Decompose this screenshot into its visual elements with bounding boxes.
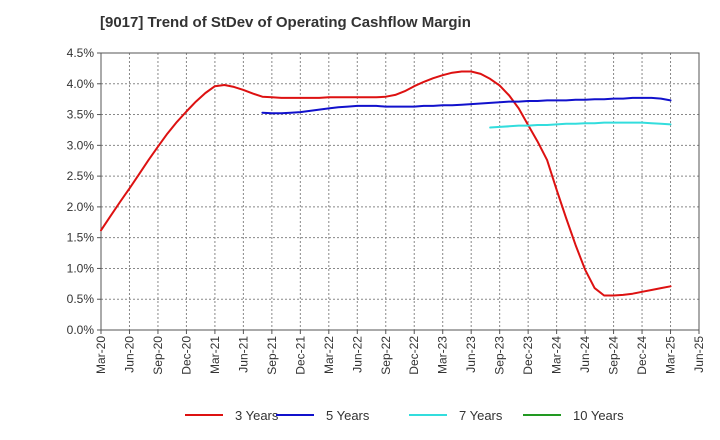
x-tick-label: Dec-23: [521, 336, 535, 375]
y-tick-label: 4.5%: [67, 46, 95, 60]
x-tick-label: Sep-21: [265, 336, 279, 375]
legend-item: 3 Years: [185, 404, 278, 426]
legend: 3 Years 5 Years 7 Years 10 Years: [0, 404, 720, 426]
x-tick-label: Jun-22: [350, 336, 364, 373]
chart-title: [9017] Trend of StDev of Operating Cashf…: [100, 14, 471, 31]
legend-label: 10 Years: [573, 407, 624, 423]
x-tick-label: Sep-24: [607, 336, 621, 375]
legend-item: 7 Years: [409, 404, 502, 426]
x-tick-label: Mar-20: [94, 336, 108, 374]
x-tick-label: Sep-20: [151, 336, 165, 375]
legend-label: 5 Years: [326, 407, 370, 423]
x-tick-label: Jun-21: [236, 336, 250, 373]
x-tick-label: Jun-24: [578, 336, 592, 373]
x-tick-label: Mar-25: [664, 336, 678, 374]
legend-swatch: [185, 414, 223, 416]
legend-swatch: [409, 414, 447, 416]
grid: [101, 53, 699, 330]
legend-item: 10 Years: [523, 404, 624, 426]
x-tick-label: Jun-23: [464, 336, 478, 373]
tick-labels: Mar-20 Jun-20 Sep-20 Dec-20 Mar-21 Jun-21 Sep-…: [67, 46, 706, 375]
y-tick-label: 3.0%: [67, 138, 95, 152]
y-tick-label: 3.5%: [67, 108, 95, 122]
x-tick-label: Dec-20: [179, 336, 193, 375]
x-tick-label: Mar-21: [208, 336, 222, 374]
series-lines: [100, 70, 672, 297]
legend-swatch: [523, 414, 561, 416]
x-tick-label: Dec-24: [635, 336, 649, 375]
legend-item: 5 Years: [276, 404, 369, 426]
y-tick-label: 0.0%: [67, 323, 95, 337]
x-tick-label: Jun-20: [122, 336, 136, 373]
x-tick-label: Mar-23: [436, 336, 450, 374]
x-tick-label: Dec-21: [293, 336, 307, 375]
y-tick-label: 2.0%: [67, 200, 95, 214]
x-tick-label: Mar-22: [322, 336, 336, 374]
y-tick-label: 1.0%: [67, 261, 95, 275]
plot-frame: [100, 52, 700, 331]
legend-label: 7 Years: [459, 407, 503, 423]
x-tick-label: Dec-22: [407, 336, 421, 375]
legend-label: 3 Years: [235, 407, 279, 423]
x-tick-label: Sep-23: [493, 336, 507, 375]
x-tick-label: Mar-24: [550, 336, 564, 374]
x-tick-label: Jun-25: [692, 336, 706, 373]
series-line-5-years: [261, 96, 672, 115]
line-chart: Mar-20 Jun-20 Sep-20 Dec-20 Mar-21 Jun-21 Sep-…: [67, 46, 706, 375]
plot-area: [101, 53, 699, 330]
y-tick-label: 1.5%: [67, 231, 95, 245]
series-line-7-years: [489, 121, 672, 129]
x-tick-label: Sep-22: [379, 336, 393, 375]
y-tick-label: 2.5%: [67, 169, 95, 183]
series-line-3-years: [100, 70, 672, 297]
y-tick-label: 4.0%: [67, 77, 95, 91]
axes: [97, 52, 700, 334]
y-tick-label: 0.5%: [67, 292, 95, 306]
legend-swatch: [276, 414, 314, 416]
